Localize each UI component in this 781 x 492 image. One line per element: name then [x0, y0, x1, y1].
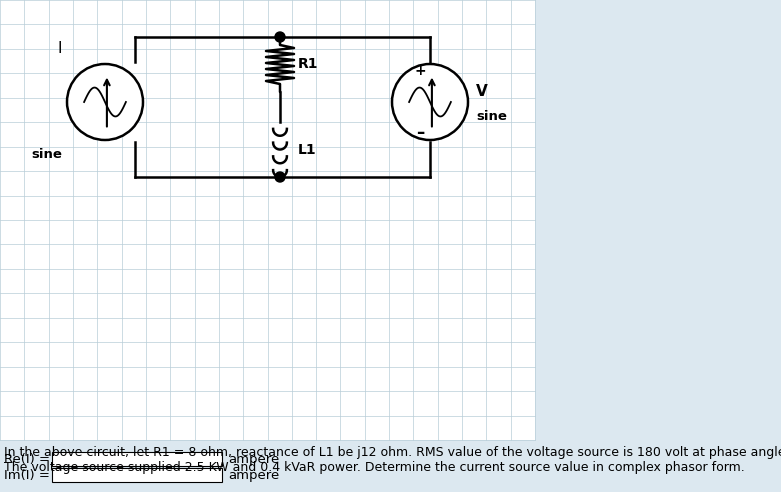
Text: Re(I) =: Re(I) =: [4, 453, 50, 465]
Text: I: I: [58, 41, 62, 56]
Text: +: +: [415, 64, 426, 78]
Text: In the above circuit, let R1 = 8 ohm, reactance of L1 be j12 ohm. RMS value of t: In the above circuit, let R1 = 8 ohm, re…: [4, 446, 781, 459]
Bar: [52, 452, 222, 466]
Text: –: –: [416, 124, 425, 142]
Circle shape: [392, 64, 468, 140]
Text: ampere: ampere: [228, 453, 280, 465]
Text: Im(I) =: Im(I) =: [4, 468, 50, 482]
Circle shape: [275, 172, 285, 182]
Circle shape: [67, 64, 143, 140]
Text: R1: R1: [298, 58, 319, 71]
Bar: [0, 0, 535, 440]
Text: L1: L1: [298, 143, 316, 156]
Text: V: V: [476, 85, 488, 99]
Text: sine: sine: [476, 110, 507, 123]
Text: ampere: ampere: [228, 468, 280, 482]
Bar: [52, 468, 222, 482]
Text: sine: sine: [31, 148, 62, 161]
Circle shape: [275, 32, 285, 42]
Text: The voltage source supplied 2.5 KW and 0.4 kVaR power. Determine the current sou: The voltage source supplied 2.5 KW and 0…: [4, 461, 745, 474]
